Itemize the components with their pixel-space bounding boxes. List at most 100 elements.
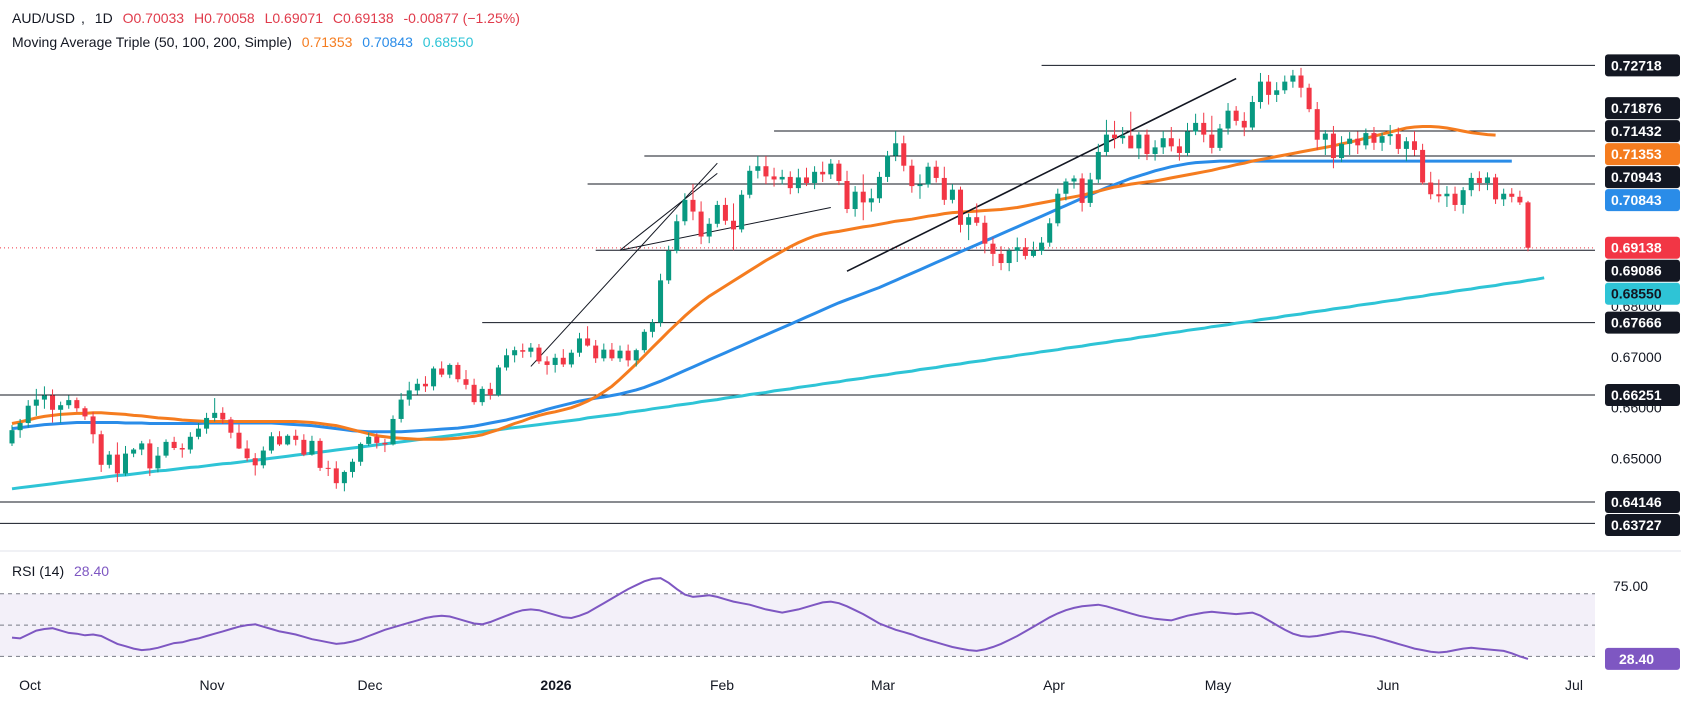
candle-body (512, 350, 518, 356)
candle (374, 433, 380, 449)
candle (244, 440, 250, 462)
candle-body (1112, 134, 1118, 139)
price-tag-box (1605, 259, 1680, 282)
candle-body (820, 171, 826, 175)
price-tag-label: 0.70943 (1611, 169, 1662, 185)
price-tag-box (1605, 282, 1680, 305)
candle-body (803, 177, 809, 184)
candle (1201, 112, 1207, 143)
candle (779, 169, 785, 185)
candle (1249, 95, 1255, 131)
candle-body (601, 349, 607, 359)
candle (649, 319, 655, 338)
candle-body (1136, 134, 1142, 149)
candle-body (885, 155, 891, 177)
candle (301, 434, 307, 457)
candle (398, 392, 404, 423)
candle-body (90, 416, 96, 435)
price-tag-box (1605, 491, 1680, 514)
candle (293, 429, 299, 446)
candle (98, 430, 104, 472)
candle (1095, 143, 1101, 184)
candle-body (1168, 138, 1174, 147)
candle-body (1436, 194, 1442, 197)
candle (1493, 173, 1499, 204)
candle (495, 364, 501, 397)
candle (1444, 186, 1450, 207)
candle-body (1355, 138, 1361, 146)
candle-body (317, 440, 323, 468)
candle-body (471, 384, 477, 403)
candle-body (909, 165, 915, 187)
candle (58, 401, 64, 424)
candle (520, 343, 526, 358)
candle-body (122, 453, 129, 474)
rsi-tick-label: 75.00 (1613, 578, 1648, 594)
candle-body (893, 143, 899, 156)
candle-body (58, 405, 64, 410)
candle-body (1257, 81, 1263, 103)
candle-body (374, 436, 380, 443)
x-axis-label: 2026 (540, 677, 571, 693)
candle (901, 135, 907, 172)
candle-body (1525, 202, 1531, 248)
candle-body (536, 347, 542, 362)
price-tag-box (1605, 189, 1680, 212)
candle-body (901, 143, 907, 166)
candle-body (982, 222, 988, 244)
candle-body (755, 166, 761, 171)
candle (828, 159, 834, 179)
candle-body (341, 471, 347, 484)
candle (876, 171, 882, 203)
ma50-line (11, 125, 1496, 441)
candle-body (666, 250, 672, 281)
candle (1322, 130, 1328, 156)
candle (941, 166, 947, 205)
candle (966, 213, 972, 241)
candle (82, 406, 88, 420)
candle-body (1282, 81, 1288, 91)
price-tag-label: 0.68550 (1611, 286, 1662, 302)
candle-body (763, 166, 769, 177)
candle (285, 434, 291, 446)
candle-body (1428, 182, 1434, 195)
candle (1306, 83, 1312, 113)
candle (1176, 138, 1182, 161)
timeframe-label: 1D (94, 10, 113, 26)
candle-body (576, 338, 582, 353)
candle (1184, 122, 1191, 157)
rsi-tag-box (1605, 647, 1680, 670)
price-tag-label: 0.70843 (1611, 192, 1662, 208)
candle-body (1055, 193, 1061, 224)
candle-body (1395, 134, 1401, 149)
candle-body (1006, 250, 1012, 264)
price-tag-label: 0.67666 (1611, 315, 1662, 331)
candle (1168, 126, 1174, 152)
candle (471, 378, 477, 405)
candle (131, 448, 137, 458)
ma100-value: 0.70843 (362, 34, 413, 50)
candle (560, 349, 566, 367)
candle-body (1290, 75, 1296, 82)
candle-body (1476, 177, 1482, 184)
candle (795, 168, 801, 194)
candle-body (836, 163, 842, 181)
candle-body (414, 383, 420, 391)
price-tick-label: 0.67000 (1611, 349, 1662, 365)
ma-indicator-label: Moving Average Triple (50, 100, 200, Sim… (12, 34, 292, 50)
candle-body (722, 204, 728, 221)
candle (1379, 132, 1385, 151)
candle-body (771, 176, 777, 180)
candle-body (633, 350, 639, 361)
candle-body (179, 448, 185, 450)
candle (666, 245, 672, 284)
candle (1217, 123, 1223, 151)
candle-body (1411, 141, 1418, 150)
candle (949, 184, 955, 204)
candle-body (876, 176, 882, 199)
candle (731, 203, 737, 251)
candle-body (966, 217, 972, 225)
candle (439, 361, 445, 378)
candle (1403, 137, 1409, 162)
candle-body (1201, 122, 1207, 135)
